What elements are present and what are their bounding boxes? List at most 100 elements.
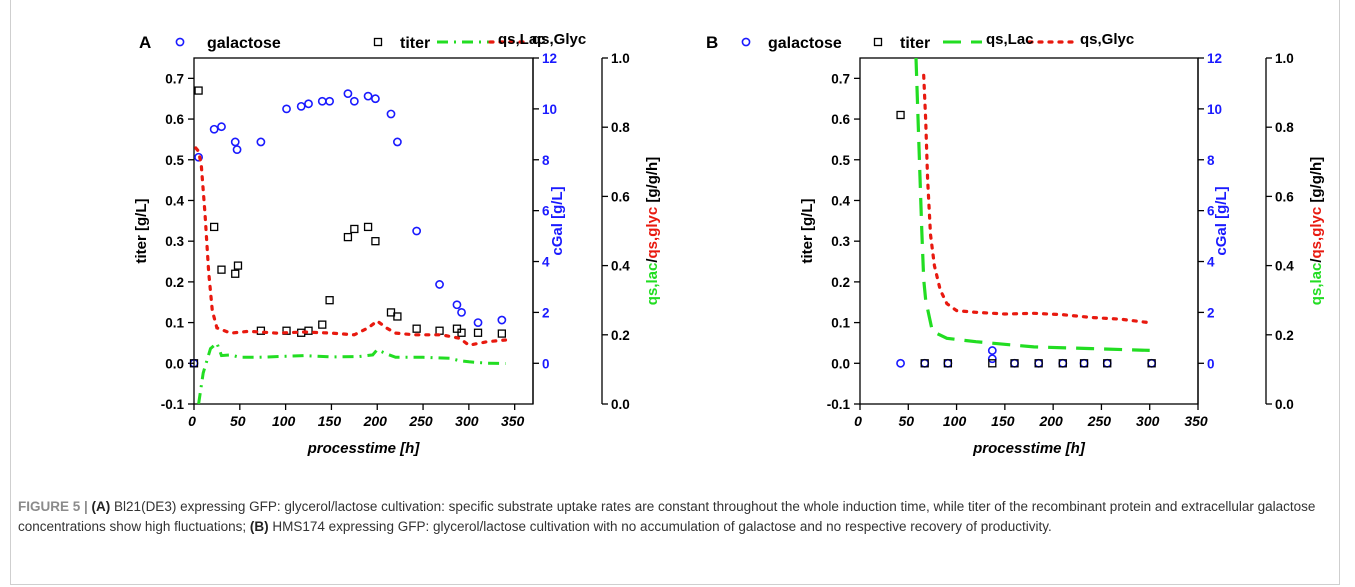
caption-lead: FIGURE 5 | <box>18 499 92 514</box>
y-mid-tick-label: 6 <box>1207 204 1215 219</box>
panel-label: B <box>706 33 718 52</box>
galactose-point <box>1102 358 1112 368</box>
galactose-point <box>343 89 353 99</box>
galactose-point <box>371 94 380 104</box>
galactose-point <box>473 318 483 327</box>
x-tick-label: 350 <box>1184 413 1208 429</box>
caption-b-text: HMS174 expressing GFP: glycerol/lactose … <box>268 519 1052 534</box>
y-mid-tick-label: 10 <box>542 102 557 117</box>
y-left-tick-label: 0.7 <box>165 71 184 86</box>
x-tick-label: 150 <box>991 413 1015 429</box>
galactose-point <box>304 99 313 109</box>
y-mid-tick-label: 8 <box>542 153 550 168</box>
y-right-tick-label: 0.6 <box>611 189 630 204</box>
galactose-point <box>282 104 291 114</box>
titer-point <box>217 265 226 274</box>
titer-point <box>1010 359 1019 368</box>
x-tick-label: 350 <box>501 413 525 429</box>
y-right-tick-label: 0.6 <box>1275 189 1294 204</box>
galactose-point <box>392 137 402 147</box>
x-tick-label: 100 <box>943 413 967 429</box>
legend-label-qs-glyc: qs,Glyc <box>532 31 586 48</box>
titer-point <box>343 232 353 242</box>
y-mid-tick-label: 4 <box>1207 255 1215 270</box>
x-tick-label: 150 <box>318 413 342 429</box>
galactose-point <box>896 358 905 368</box>
y-right-axis-title: qs,lac/qs,glyc [g/g/h] <box>1308 157 1325 305</box>
qs-glyc-line <box>922 73 1152 325</box>
y-mid-tick-label: 0 <box>1207 356 1215 371</box>
x-tick-label: 0 <box>854 413 862 429</box>
x-axis-title: processtime [h] <box>972 440 1086 457</box>
y-right-axis-title-part: / <box>1308 258 1325 263</box>
titer-point <box>1079 359 1089 368</box>
legend-label-galactose: galactose <box>207 35 281 52</box>
y-mid-tick-label: 10 <box>1207 102 1222 117</box>
titer-point <box>210 222 219 232</box>
y-left-tick-label: 0.4 <box>165 193 184 208</box>
galactose-point <box>256 137 266 147</box>
galactose-point <box>1058 358 1068 368</box>
qs-lac-line <box>914 58 1150 352</box>
plot-frame <box>193 57 534 405</box>
y-mid-axis-title: cGal [g/L] <box>1213 186 1230 255</box>
y-left-tick-label: -0.1 <box>827 397 851 412</box>
titer-point <box>1034 359 1043 368</box>
galactose-point <box>194 152 203 162</box>
x-tick-label: 200 <box>363 413 388 429</box>
titer-point <box>318 320 327 329</box>
x-tick-label: 250 <box>408 413 433 429</box>
titer-point <box>1058 359 1067 368</box>
y-mid-tick-label: 0 <box>542 356 550 371</box>
y-mid-tick-label: 12 <box>542 51 557 66</box>
x-tick-label: 250 <box>1087 413 1112 429</box>
titer-point <box>435 326 444 335</box>
y-left-tick-label: 0.7 <box>831 71 850 86</box>
titer-point <box>350 224 359 234</box>
y-left-tick-label: 0.2 <box>165 275 184 290</box>
y-left-tick-label: 0.1 <box>831 316 850 331</box>
figure-caption: FIGURE 5 | (A) Bl21(DE3) expressing GFP:… <box>18 497 1328 537</box>
plot-frame <box>859 57 1199 405</box>
galactose-point <box>920 358 930 368</box>
legend-galactose-marker <box>741 37 751 47</box>
y-left-axis-title: titer [g/L] <box>799 199 816 264</box>
galactose-point <box>1034 358 1044 368</box>
y-right-axis-title-part: qs,glyc <box>1308 207 1325 259</box>
titer-point <box>325 296 334 305</box>
y-mid-tick-label: 4 <box>542 255 550 270</box>
galactose-point <box>1079 358 1089 368</box>
legend-label-titer: titer <box>400 35 430 52</box>
titer-point <box>363 222 373 232</box>
y-right-axis-title-part: qs,glyc <box>644 207 661 259</box>
galactose-point <box>296 101 306 111</box>
y-left-tick-label: 0.6 <box>165 112 184 127</box>
y-left-tick-label: 0.4 <box>831 193 850 208</box>
y-right-axis-title: qs,lac/qs,glyc [g/g/h] <box>644 157 661 305</box>
galactose-point <box>217 122 226 132</box>
galactose-point <box>386 109 396 119</box>
y-left-axis-title: titer [g/L] <box>133 199 150 264</box>
x-tick-label: 300 <box>455 413 479 429</box>
y-right-tick-label: 0.4 <box>1275 259 1294 274</box>
galactose-point <box>452 300 462 310</box>
figure-frame <box>10 0 1340 585</box>
galactose-point <box>497 315 507 325</box>
y-right-tick-label: 1.0 <box>1275 51 1294 66</box>
y-right-axis-title-part: qs,lac <box>1308 263 1325 306</box>
galactose-point <box>363 91 373 101</box>
titer-point <box>473 328 483 337</box>
galactose-point <box>457 308 466 317</box>
y-mid-axis-title: cGal [g/L] <box>549 186 566 255</box>
legend-label-galactose: galactose <box>768 35 842 52</box>
y-left-tick-label: 0.3 <box>831 234 850 249</box>
legend-label-qs-lac: qs,Lac <box>498 31 546 48</box>
titer-point <box>943 359 953 368</box>
galactose-point <box>232 145 242 154</box>
x-tick-label: 50 <box>230 413 246 429</box>
y-right-tick-label: 0.2 <box>611 328 630 343</box>
x-axis-title: processtime [h] <box>307 440 421 457</box>
legend-label-titer: titer <box>900 35 930 52</box>
y-right-axis-title-part: / <box>644 258 661 263</box>
